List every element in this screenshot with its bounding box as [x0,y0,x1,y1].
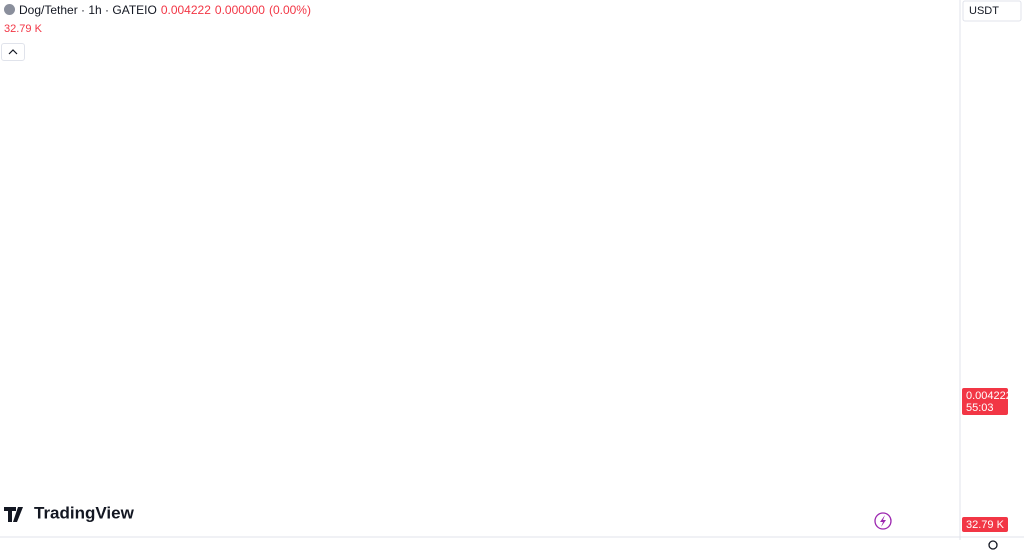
volume-label: 32.79 K [966,519,1005,531]
lightning-icon [880,515,886,527]
symbol[interactable]: Dog/Tether · 1h · GATEIO [19,3,157,17]
volume-label-box [962,517,1008,532]
change: 0.000000 [214,3,265,17]
collapse-button[interactable] [1,43,25,61]
last-price: 0.004222 [160,3,211,17]
change-pct: (0.00%) [268,3,311,17]
legend: Dog/Tether · 1h · GATEIO 0.004222 0.000000… [4,3,311,17]
currency: USDT [969,5,999,17]
price-label: 0.004222 [966,390,1012,402]
watermark: TradingView [34,503,135,522]
logo [4,507,23,522]
settings-button[interactable] [988,540,998,550]
symbol-icon [4,4,15,15]
price-label-box [962,388,1008,415]
chevron [8,49,18,55]
countdown: 55:03 [966,402,994,414]
currency-box[interactable] [962,0,1022,22]
volume-legend: 32.79 K [4,23,42,35]
